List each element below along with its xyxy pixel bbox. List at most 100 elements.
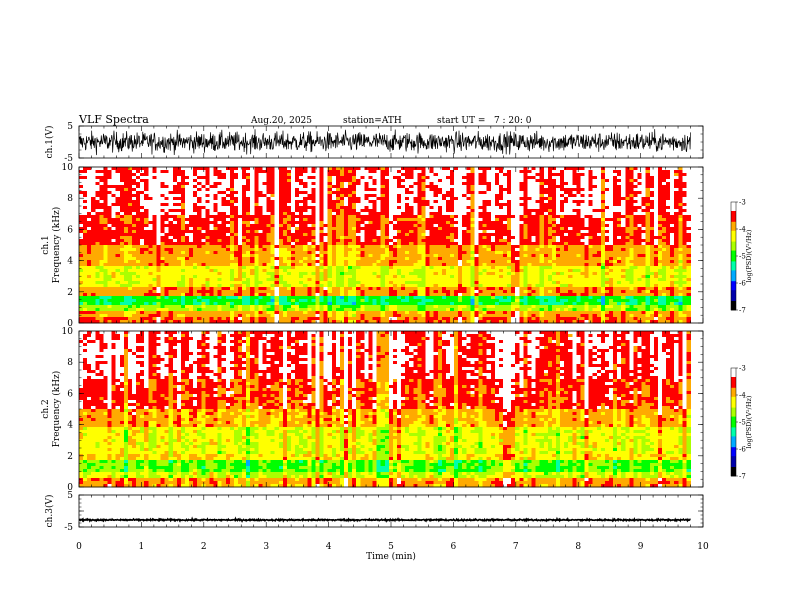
ch1-spectrogram-cell [649,251,655,255]
ch1-spectrogram-cell [576,197,581,201]
ch1-spectrogram-cell [213,212,218,216]
ch1-spectrogram-cell [633,173,638,177]
ch1-spectrogram-cell [91,185,96,189]
ch1-spectrogram-cell [376,170,381,174]
ch1-spectrogram-cell [498,257,504,261]
ch1-spectrogram-cell [209,206,214,210]
ch1-spectrogram-cell [502,227,508,231]
ch1-spectrogram-cell [290,209,296,213]
ch1-spectrogram-cell [286,170,292,174]
ch1-spectrogram-cell [213,173,218,177]
ch1-spectrogram-cell [315,236,320,240]
ch1-spectrogram-cell [490,260,496,264]
ch1-spectrogram-cell [172,206,178,210]
ch1-spectrogram-cell [531,227,536,231]
ch1-spectrogram-cell [625,260,630,264]
ch1-spectrogram-cell [629,188,634,192]
ch1-spectrogram-cell [515,224,520,228]
ch1-spectrogram-cell [592,197,598,201]
ch1-spectrogram-cell [132,176,137,180]
ch1-spectrogram-cell [657,194,663,198]
ch1-spectrogram-cell [470,233,475,237]
ch1-spectrogram-cell [107,239,112,243]
ch1-spectrogram-cell [466,254,471,258]
ch1-spectrogram-cell [197,257,202,261]
ch1-spectrogram-cell [335,170,341,174]
ch1-spectrogram-cell [185,167,190,171]
ch1-spectrogram-cell [360,176,365,180]
ch1-spectrogram-cell [588,182,593,186]
ch1-spectrogram-cell [498,230,504,234]
ch1-spectrogram-cell [360,200,365,204]
ch1-spectrogram-cell [201,173,206,177]
ch1-spectrogram-cell [678,191,683,195]
ch1-spectrogram-cell [649,242,655,246]
ch1-spectrogram-cell [617,185,622,189]
ch1-spectrogram-cell [213,260,218,264]
ch1-spectrogram-cell [401,176,406,180]
ch1-spectrogram-cell [588,200,593,204]
ch1-spectrogram-cell [119,176,125,180]
ch1-spectrogram-cell [87,170,92,174]
ch1-spectrogram-cell [666,188,671,192]
ch1-spectrogram-cell [348,227,353,231]
ch1-spectrogram-cell [437,236,443,240]
ch1-spectrogram-cell [596,212,602,216]
ch1-spectrogram-cell [572,194,577,198]
ch1-spectrogram-cell [678,170,683,174]
ch1-spectrogram-cell [372,179,377,183]
ch1-spectrogram-cell [95,203,100,207]
ch1-spectrogram-cell [152,200,157,204]
ch1-spectrogram-cell [250,194,255,198]
ch1-spectrogram-cell [136,224,141,228]
ch1-spectrogram-cell [613,248,618,252]
ch1-spectrogram-cell [604,203,610,207]
ch1-spectrogram-cell [409,221,414,225]
ch1-spectrogram-cell [217,176,222,180]
ch1-spectrogram-cell [148,218,153,222]
ch1-spectrogram-cell [127,209,133,213]
ch1-spectrogram-cell [384,200,390,204]
ch1-spectrogram-cell [617,191,622,195]
ch1-spectrogram-cell [572,227,577,231]
ch1-spectrogram-cell [413,197,418,201]
ch1-spectrogram-cell [323,257,328,261]
ch1-spectrogram-cell [327,191,333,195]
ch1-spectrogram-cell [474,212,479,216]
ch1-spectrogram-cell [576,257,581,261]
ch1-spectrogram-cell [429,218,434,222]
ch1-spectrogram-cell [266,221,271,225]
ch1-spectrogram-cell [551,173,557,177]
ch1-spectrogram-cell [641,182,646,186]
ch1-spectrogram-cell [79,185,84,189]
ch1-spectrogram-cell [266,170,271,174]
ch1-spectrogram-cell [657,233,663,237]
ch1-spectrogram-cell [576,230,581,234]
ch1-spectrogram-cell [584,170,589,174]
ch1-spectrogram-cell [470,242,475,246]
ch1-spectrogram-cell [392,203,398,207]
ch1-spectrogram-cell [335,227,341,231]
ch1-spectrogram-cell [531,239,536,243]
ch1-spectrogram-cell [91,224,96,228]
ch1-spectrogram-cell [250,179,255,183]
ch1-spectrogram-cell [380,221,386,225]
ch1-spectrogram-cell [213,251,218,255]
ch1-spectrogram-cell [189,215,194,219]
ch1-spectrogram-cell [270,224,275,228]
ch1-spectrogram-cell [401,173,406,177]
ch1-spectrogram-cell [682,248,687,252]
ch1-spectrogram-cell [564,206,569,210]
ch1-spectrogram-cell [470,224,475,228]
ch1-spectrogram-cell [645,230,651,234]
ch1-spectrogram-cell [396,251,402,255]
ch1-spectrogram-cell [555,242,561,246]
ch1-spectrogram-cell [95,212,100,216]
ch1-spectrogram-cell [572,230,577,234]
ch1-spectrogram-cell [551,170,557,174]
ch1-spectrogram-cell [164,218,169,222]
ch1-spectrogram-cell [429,236,434,240]
ch1-spectrogram-cell [123,194,129,198]
ch1-spectrogram-cell [649,173,655,177]
ch1-spectrogram-cell [560,185,565,189]
